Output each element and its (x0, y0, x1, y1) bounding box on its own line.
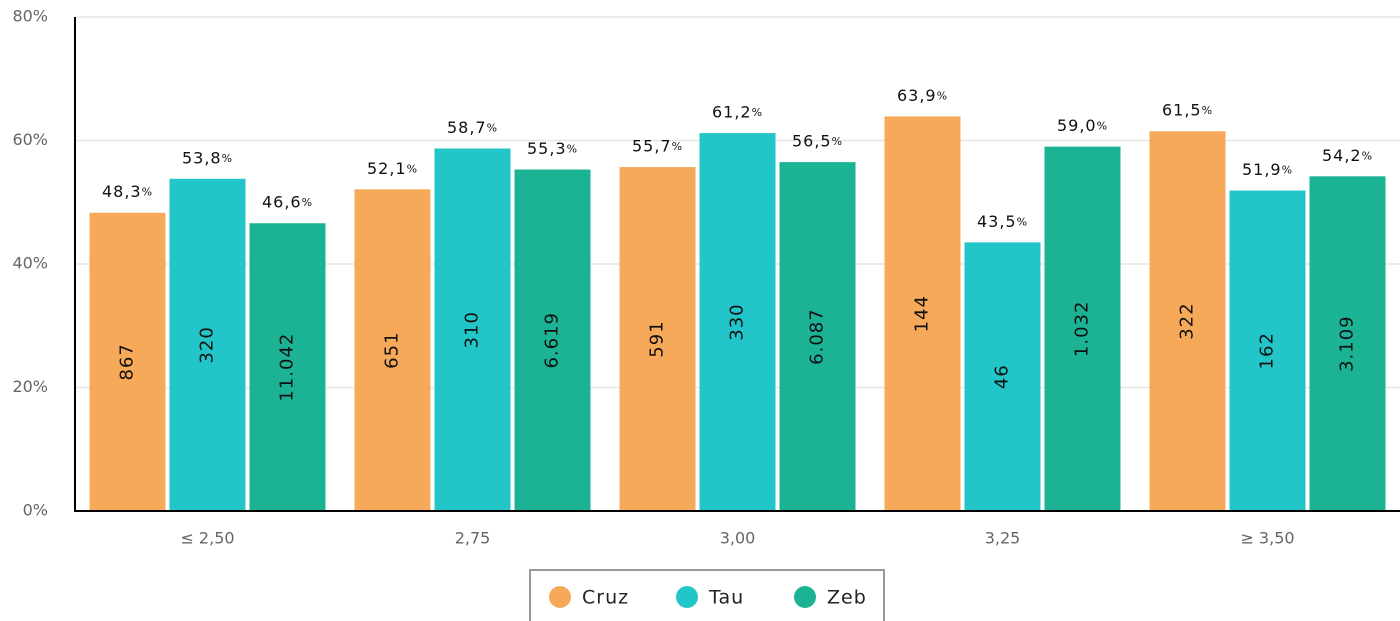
value-label: 55,3% (527, 139, 578, 158)
legend-swatch (794, 586, 816, 608)
count-label: 330 (727, 303, 748, 340)
bar (1229, 190, 1306, 511)
count-label: 3.109 (1337, 315, 1358, 372)
count-label: 867 (117, 343, 138, 380)
bar (619, 167, 696, 512)
legend-label: Cruz (582, 587, 629, 609)
bar (1044, 146, 1121, 512)
bar (249, 223, 326, 511)
value-label: 61,2% (712, 103, 763, 122)
y-tick-label: 80% (12, 7, 48, 26)
bar (884, 116, 961, 511)
value-label: 63,9% (897, 86, 948, 105)
count-label: 162 (1257, 332, 1278, 369)
count-label: 651 (382, 331, 403, 368)
value-label: 43,5% (977, 212, 1028, 231)
value-label: 61,5% (1162, 101, 1213, 120)
count-label: 6.087 (807, 308, 828, 365)
bar (779, 162, 856, 512)
value-label: 52,1% (367, 159, 418, 178)
y-tick-label: 60% (12, 130, 48, 149)
y-tick-label: 20% (12, 377, 48, 396)
count-label: 591 (647, 320, 668, 357)
value-label: 59,0% (1057, 116, 1108, 135)
x-tick-label: 3,00 (720, 529, 756, 548)
bar (354, 189, 431, 511)
value-label: 56,5% (792, 132, 843, 151)
bar (1149, 131, 1226, 512)
value-label: 54,2% (1322, 146, 1373, 165)
count-label: 320 (197, 326, 218, 363)
x-tick-label: ≤ 2,50 (180, 529, 234, 548)
count-label: 6.619 (542, 312, 563, 369)
bar (434, 148, 511, 511)
value-label: 55,7% (632, 137, 683, 156)
x-tick-label: ≥ 3,50 (1240, 529, 1294, 548)
bar (89, 212, 166, 511)
count-label: 11.042 (277, 333, 298, 402)
count-label: 1.032 (1072, 301, 1093, 358)
count-label: 46 (992, 364, 1013, 389)
legend-box (529, 569, 885, 621)
bar (964, 242, 1041, 511)
value-label: 58,7% (447, 118, 498, 137)
bar (514, 169, 591, 511)
bar (1309, 176, 1386, 511)
y-tick-label: 40% (12, 254, 48, 273)
legend-swatch (676, 586, 698, 608)
legend-label: Tau (708, 587, 744, 609)
bar (699, 133, 776, 511)
value-label: 51,9% (1242, 160, 1293, 179)
count-label: 144 (912, 295, 933, 332)
count-label: 310 (462, 311, 483, 348)
bar (169, 178, 246, 511)
y-tick-label: 0% (23, 501, 48, 520)
value-label: 48,3% (102, 182, 153, 201)
x-tick-label: 3,25 (985, 529, 1021, 548)
count-label: 322 (1177, 302, 1198, 339)
value-label: 53,8% (182, 148, 233, 167)
value-label: 46,6% (262, 193, 313, 212)
legend-swatch (549, 586, 571, 608)
x-tick-label: 2,75 (455, 529, 491, 548)
legend-label: Zeb (827, 587, 867, 609)
